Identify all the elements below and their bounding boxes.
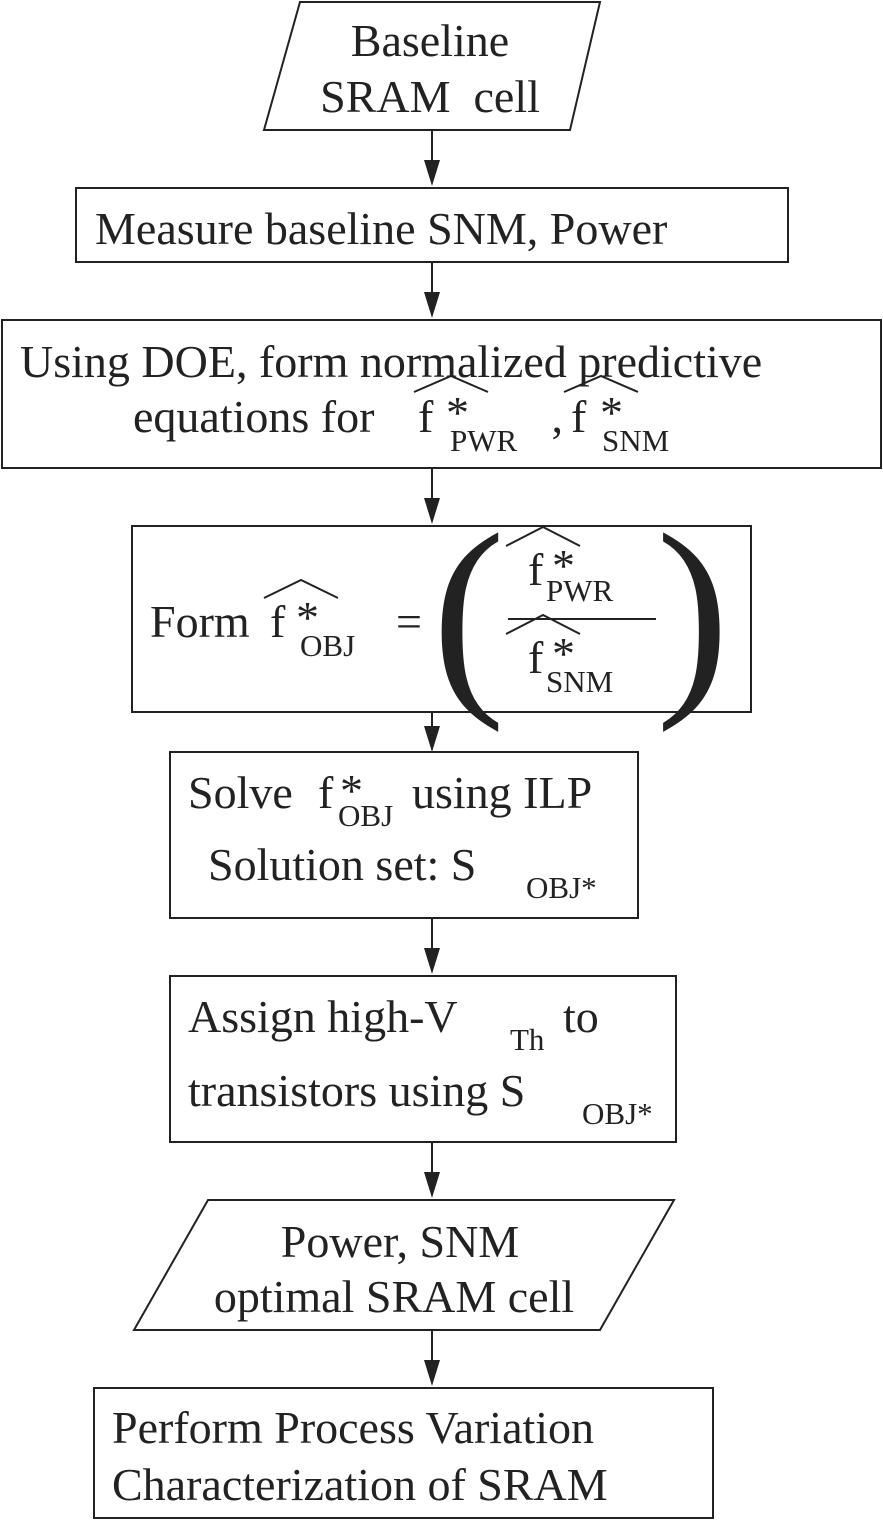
solve-sub-obj: OBJ — [338, 798, 393, 833]
arrow-6 — [424, 1142, 440, 1198]
doe-hat-pwr — [413, 374, 489, 393]
form-equals: = — [396, 596, 422, 647]
form-num-f-symbol: f — [528, 544, 544, 595]
output-optimal-sram: Power, SNM optimal SRAM cell — [132, 1199, 676, 1331]
doe-separator: , — [540, 391, 575, 442]
solve-prefix: Solve — [188, 767, 304, 818]
output-line1: Power, SNM — [281, 1216, 519, 1267]
form-hat-num — [505, 525, 581, 547]
output-line2: optimal SRAM cell — [214, 1271, 574, 1322]
process-variation-box: Perform Process Variation Characterizati… — [93, 1387, 714, 1519]
form-f-obj-symbol: f — [270, 596, 286, 647]
doe-hat-snm — [563, 374, 639, 393]
form-close-paren: ) — [656, 489, 729, 733]
doe-sub-snm: SNM — [602, 423, 669, 458]
form-f-obj-star: * — [296, 592, 319, 643]
input-line1: Baseline — [351, 15, 509, 66]
arrow-4 — [424, 712, 440, 752]
measure-baseline-box: Measure baseline SNM, Power — [75, 187, 789, 263]
assign-prefix: Assign high-V — [188, 991, 458, 1042]
arrow-1 — [424, 130, 440, 186]
perform-line2: Characterization of SRAM — [112, 1459, 608, 1510]
arrow-3 — [424, 468, 440, 524]
arrow-7 — [424, 1330, 440, 1386]
solve-star: * — [340, 765, 363, 816]
form-num-star: * — [552, 540, 575, 591]
assign-suffix: to — [563, 991, 599, 1042]
doe-f-snm-star: * — [600, 387, 623, 438]
form-den-star: * — [552, 628, 575, 679]
measure-text: Measure baseline SNM, Power — [95, 203, 667, 254]
assign-sub-set: OBJ* — [582, 1096, 653, 1131]
form-open-paren: ( — [432, 489, 505, 733]
form-num-sub-pwr: PWR — [546, 573, 614, 608]
form-prefix: Form — [150, 596, 261, 647]
doe-f-pwr-star: * — [446, 387, 469, 438]
form-den-sub-snm: SNM — [546, 664, 613, 699]
assign-high-vth-box: Assign high-V Th to transistors using S … — [169, 975, 677, 1143]
assign-sub-th: Th — [510, 1022, 545, 1057]
doe-line2-prefix: equations for — [133, 391, 386, 442]
doe-sub-pwr: PWR — [450, 423, 518, 458]
form-hat-den — [505, 613, 581, 635]
doe-line1: Using DOE, form normalized predictive — [20, 336, 762, 387]
input-baseline-sram: Baseline SRAM cell — [262, 0, 602, 131]
solve-line2: Solution set: S — [208, 839, 476, 890]
solve-ilp-box: Solve f * OBJ using ILP Solution set: S … — [169, 751, 639, 919]
doe-f-snm-symbol: f — [571, 391, 587, 442]
arrow-2 — [424, 262, 440, 318]
doe-equations-box: Using DOE, form normalized predictive eq… — [1, 319, 882, 469]
solve-f-symbol: f — [318, 767, 334, 818]
arrow-5 — [424, 918, 440, 974]
form-hat-obj — [263, 578, 339, 599]
solve-sub-set: OBJ* — [526, 870, 597, 905]
perform-line1: Perform Process Variation — [112, 1402, 594, 1453]
solve-suffix: using ILP — [412, 767, 592, 818]
form-den-f-symbol: f — [528, 632, 544, 683]
form-sub-obj: OBJ — [300, 628, 355, 663]
doe-f-pwr-symbol: f — [418, 391, 434, 442]
assign-line2: transistors using S — [188, 1065, 525, 1116]
input-line2: SRAM cell — [320, 71, 540, 122]
form-objective-box: Form f * OBJ = ( f * PWR f * SNM ) — [131, 489, 752, 733]
